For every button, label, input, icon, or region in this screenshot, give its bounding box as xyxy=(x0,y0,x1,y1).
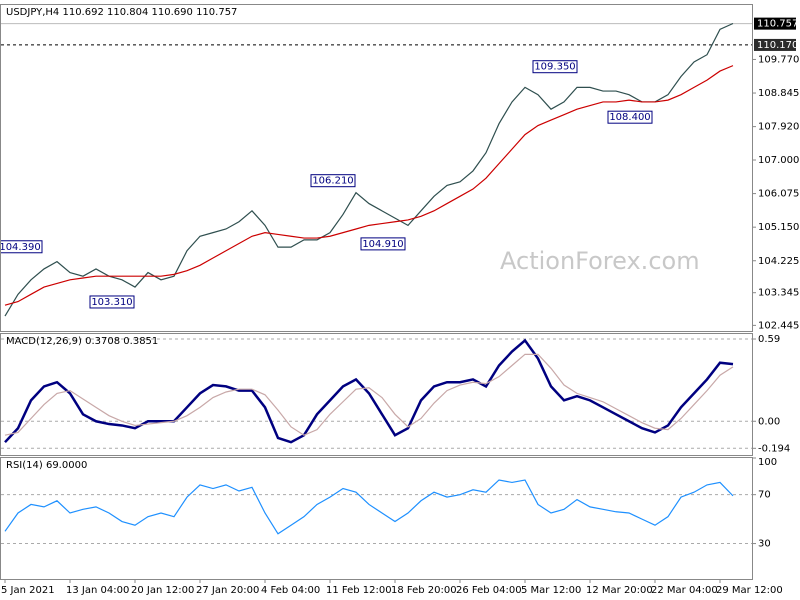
annotation-box xyxy=(532,60,578,74)
series-line xyxy=(4,479,734,535)
price-tag-label: 110.170 xyxy=(757,40,798,51)
x-tick-label: 22 Mar 04:00 xyxy=(651,585,718,596)
y-tick-label: 105.150 xyxy=(758,222,799,233)
series-line xyxy=(4,22,734,317)
annotation-label: 108.400 xyxy=(609,112,650,123)
x-tick-label: 29 Mar 12:00 xyxy=(716,585,783,596)
x-tick-label: 26 Feb 04:00 xyxy=(456,585,522,596)
price-panel xyxy=(0,4,753,332)
x-tick-label: 13 Jan 04:00 xyxy=(66,585,129,596)
annotation-label: 104.910 xyxy=(362,239,403,250)
y-tick-label: 104.225 xyxy=(758,256,799,267)
y-tick-label: 0.00 xyxy=(758,416,780,427)
series-line xyxy=(4,338,734,444)
macd-panel xyxy=(0,333,753,456)
y-tick-label: 0.59 xyxy=(758,334,780,345)
y-tick-label: 107.000 xyxy=(758,155,799,166)
annotation-label: 109.350 xyxy=(534,62,575,73)
x-tick-label: 18 Feb 20:00 xyxy=(391,585,457,596)
watermark: ActionForex.com xyxy=(500,247,700,275)
panel-plot xyxy=(1,338,752,449)
y-tick-label: 102.445 xyxy=(758,320,799,331)
annotation-label: 104.390 xyxy=(0,242,41,253)
x-tick-label: 20 Jan 12:00 xyxy=(131,585,194,596)
annotation-box xyxy=(607,110,653,124)
panel-title: MACD(12,26,9) 0.3708 0.3851 xyxy=(6,336,158,347)
x-tick-label: 4 Feb 04:00 xyxy=(261,585,320,596)
y-tick-label: 108.845 xyxy=(758,88,799,99)
y-tick-label: 106.075 xyxy=(758,189,799,200)
x-tick-label: 11 Feb 12:00 xyxy=(326,585,392,596)
x-tick-label: 5 Mar 12:00 xyxy=(521,585,581,596)
annotation-box xyxy=(310,174,356,188)
price-tag xyxy=(754,17,796,30)
y-tick-label: 30 xyxy=(758,539,771,550)
annotation-box xyxy=(89,295,135,309)
panel-title: USDJPY,H4 110.692 110.804 110.690 110.75… xyxy=(6,7,237,18)
panel-plot: 104.390 103.310 106.210 104.910 109.350 108.4… xyxy=(0,22,752,317)
series-line xyxy=(4,353,734,436)
y-tick-label: 103.345 xyxy=(758,288,799,299)
x-tick-label: 12 Mar 20:00 xyxy=(586,585,653,596)
price-tag xyxy=(754,38,796,51)
price-tag-label: 110.757 xyxy=(757,19,798,30)
y-tick-label: -0.194 xyxy=(758,443,790,454)
y-tick-label: 100 xyxy=(758,457,777,468)
annotation-label: 103.310 xyxy=(91,297,132,308)
annotation-label: 106.210 xyxy=(312,176,353,187)
x-tick-label: 27 Jan 20:00 xyxy=(196,585,259,596)
annotation-box xyxy=(1,240,43,254)
panel-plot xyxy=(1,479,752,545)
x-tick-label: 5 Jan 2021 xyxy=(1,585,55,596)
y-tick-label: 107.920 xyxy=(758,122,799,133)
y-tick-label: 70 xyxy=(758,490,771,501)
rsi-panel xyxy=(0,457,753,580)
annotation-box xyxy=(360,237,406,251)
y-tick-label: 109.770 xyxy=(758,54,799,65)
series-line xyxy=(4,65,734,306)
panel-title: RSI(14) 69.0000 xyxy=(6,460,87,471)
